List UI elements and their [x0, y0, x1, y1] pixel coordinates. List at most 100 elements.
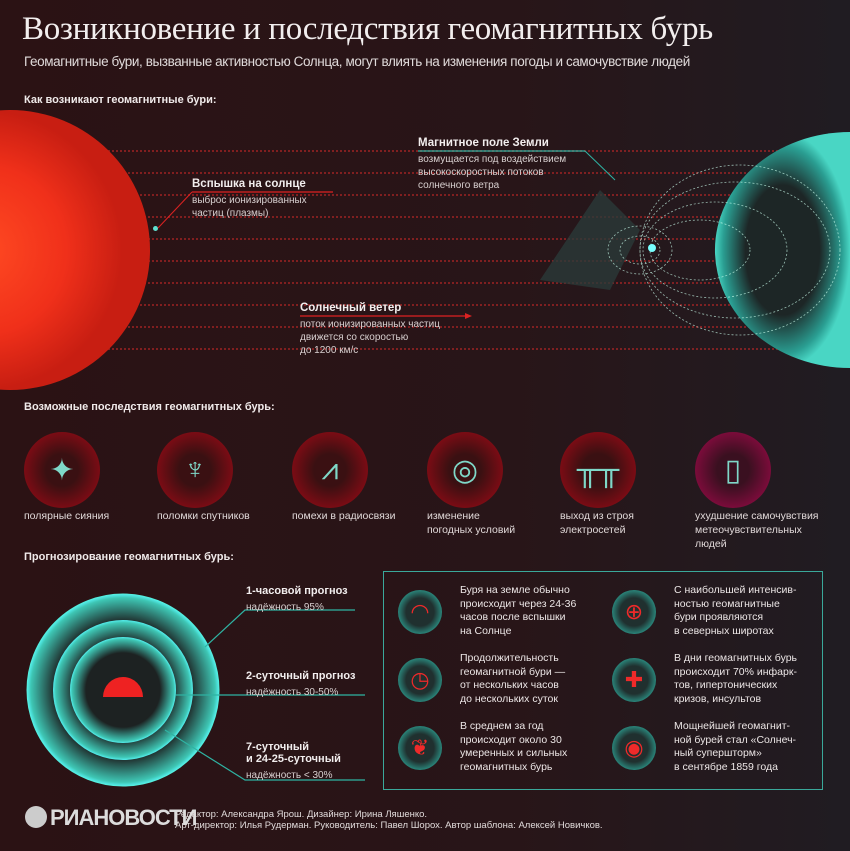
earth-magnetosphere [157, 131, 850, 368]
fact-line: часов после вспышки [460, 611, 566, 623]
fact-icon-circle: ◷ [398, 658, 442, 702]
fact-text: Буря на земле обычно происходит через 24-… [460, 584, 600, 638]
field-label: Магнитное поле Земли возмущается под воз… [418, 137, 566, 192]
forecast-reliability: надёжность 30-50% [246, 687, 339, 698]
effect-label-line: погодных условий [427, 524, 516, 536]
fact-icon-circle: ⊕ [612, 590, 656, 634]
line: возмущается под воздействием [418, 154, 567, 165]
solar-wind-line [0, 326, 850, 328]
pill-icon: ▯ [724, 453, 742, 487]
effect-icon-circle: ▯ [695, 432, 771, 508]
credits-line: Редактор: Александра Ярош. Дизайнер: Ири… [175, 809, 428, 820]
facts-box [383, 571, 823, 790]
aurora-icon: ✦ [49, 453, 75, 487]
effect-label: выход из строя электросетей [560, 509, 634, 537]
wind-desc: поток ионизированных частиц движется со с… [300, 318, 440, 357]
effect-icon-circle: ╥╥ [560, 432, 636, 508]
page-title: Возникновение и последствия геомагнитных… [22, 11, 713, 47]
fact-line: от нескольких часов [460, 679, 559, 691]
fact-line: умеренных и сильных [460, 747, 568, 759]
fact-line: геомагнитной бури — [460, 665, 566, 678]
page-subtitle: Геомагнитные бури, вызванные активностью… [24, 54, 690, 69]
medical-cross-icon: ✚ [624, 667, 644, 692]
effect-icon-circle: ◎ [427, 432, 503, 508]
effect-label: изменение погодных условий [427, 509, 515, 537]
fact-line: ной бурей стал «Солнеч- [674, 733, 797, 746]
line: поток ионизированных частиц [300, 319, 440, 330]
fact-line: кризов, инсультов [674, 692, 762, 705]
forecast-title: 2-суточный прогноз [246, 670, 356, 682]
solar-wind-line [0, 348, 850, 350]
fact-line: В среднем за год [460, 720, 544, 732]
effect-label-line: электросетей [560, 524, 626, 536]
forecast-title: 1-часовой прогноз [246, 585, 348, 597]
effect-icon-circle: ✦ [24, 432, 100, 508]
fact-line: Продолжительность [460, 652, 559, 664]
sun-flare-icon: ◠ [410, 599, 430, 624]
satellite-icon: ♆ [183, 453, 207, 486]
effect-label-line: ухудшение самочувствия [695, 510, 819, 522]
solar-wind-line [0, 238, 850, 240]
wind-title: Солнечный ветер [300, 302, 402, 314]
forecast-item: 2-суточный прогноз надёжность 30-50% [246, 670, 355, 699]
globe-icon: ⊕ [624, 599, 644, 624]
flare-point [153, 226, 158, 231]
solar-wind-line [0, 304, 850, 306]
effect-label: ухудшение самочувствия метеочувствительны… [695, 509, 819, 551]
ria-novosti-logo: РИАНОВОСТИ [25, 805, 197, 831]
line: солнечного ветра [418, 180, 500, 191]
power-line-icon: ╥╥ [576, 453, 620, 486]
effect-label-line: полярные сияния [24, 510, 110, 522]
effect-label-line: поломки спутников [157, 510, 250, 522]
fact-line: ностью геомагнитные [674, 597, 780, 610]
forecast-reliability: надёжность < 30% [246, 770, 333, 781]
logo-text: РИАНОВОСТИ [50, 805, 197, 830]
fact-line: бури проявляются [674, 611, 764, 623]
effect-label-line: метеочувствительных [695, 524, 802, 536]
fact-line: до нескольких суток [460, 692, 558, 705]
fact-line: ный супершторм» [674, 747, 762, 759]
flare-desc: выброс ионизированных частиц (плазмы) [192, 194, 307, 220]
effect-label-line: помехи в радиосвязи [292, 510, 396, 522]
line: до 1200 км/с [300, 345, 359, 356]
field-title: Магнитное поле Земли [418, 137, 549, 149]
forecast-rings [26, 593, 365, 787]
credits: Редактор: Александра Ярош. Дизайнер: Ири… [175, 809, 603, 831]
section-heading-origin: Как возникают геомагнитные бури: [24, 94, 217, 106]
storm-icon: ◉ [624, 735, 644, 760]
fact-line: происходит около 30 [460, 733, 562, 746]
field-desc: возмущается под воздействием высокоскорос… [418, 153, 566, 192]
solar-wind-line [0, 282, 850, 284]
effect-label-line: людей [695, 538, 727, 550]
wind-label: Солнечный ветер поток ионизированных час… [300, 302, 440, 357]
line: частиц (плазмы) [192, 208, 269, 219]
solar-wind-line [0, 260, 850, 262]
effect-label: полярные сияния [24, 509, 109, 523]
effect-icon-circle: ♆ [157, 432, 233, 508]
fact-icon-circle: ◠ [398, 590, 442, 634]
fact-line: на Солнце [460, 624, 512, 637]
forecast-item: 7-суточный и 24-25-суточный надёжность < 3… [246, 741, 341, 782]
flare-pair-icon: ❦ [410, 735, 430, 760]
effect-label: поломки спутников [157, 509, 250, 523]
fact-text: Продолжительность геомагнитной бури — от н… [460, 652, 600, 706]
flare-label: Вспышка на солнце выброс ионизированных ч… [192, 178, 307, 220]
solar-wind-line [0, 172, 850, 174]
fact-icon-circle: ❦ [398, 726, 442, 770]
forecast-item: 1-часовой прогноз надёжность 95% [246, 585, 348, 614]
fact-text: В дни геомагнитных бурь происходит 70% ин… [674, 652, 814, 706]
fact-text: С наибольшей интенсив-ностью геомагнитны… [674, 584, 814, 638]
line: движется со скоростью [300, 332, 409, 343]
flare-title: Вспышка на солнце [192, 178, 306, 190]
line: высокоскоростных потоков [418, 167, 544, 178]
fact-line: тов, гипертонических [674, 679, 778, 691]
solar-wind-line [0, 216, 850, 218]
fact-icon-circle: ✚ [612, 658, 656, 702]
forecast-reliability: надёжность 95% [246, 602, 324, 613]
fact-line: происходит 70% инфарк- [674, 665, 797, 678]
cyclone-icon: ◎ [451, 453, 479, 487]
fact-icon-circle: ◉ [612, 726, 656, 770]
fact-line: С наибольшей интенсив- [674, 584, 797, 596]
fact-line: Мощнейшей геомагнит- [674, 720, 791, 732]
fact-line: геомагнитных бурь [460, 760, 553, 773]
